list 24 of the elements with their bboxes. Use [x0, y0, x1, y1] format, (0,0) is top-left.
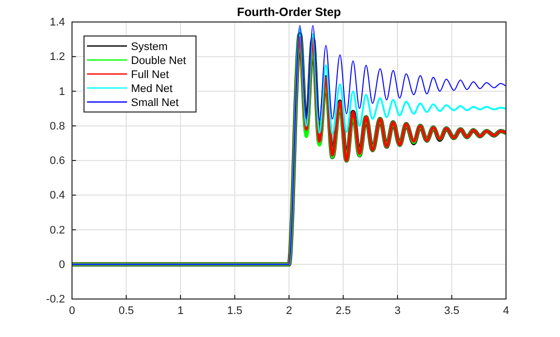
x-tick-label: 1.5 — [227, 304, 242, 317]
y-tick-label: 0.8 — [50, 120, 65, 132]
y-tick-label: 1.4 — [50, 16, 65, 29]
y-tick-label: 0.4 — [50, 190, 65, 202]
chart-title: Fourth-Order Step — [237, 5, 341, 19]
legend-label: System — [131, 41, 168, 53]
legend-label: Double Net — [131, 55, 186, 67]
x-tick-label: 3.5 — [444, 304, 460, 317]
legend-label: Full Net — [131, 69, 169, 81]
legend-label: Med Net — [131, 83, 173, 95]
y-tick-label: 0 — [58, 258, 65, 271]
y-tick-label: 1.2 — [50, 51, 65, 64]
y-tick-label: 1 — [58, 86, 65, 98]
x-tick-label: 1 — [177, 304, 184, 317]
y-tick-label: -0.2 — [46, 294, 65, 306]
x-tick-label: 2.5 — [336, 304, 351, 317]
x-tick-label: 0 — [68, 304, 76, 317]
x-tick-label: 4 — [502, 304, 510, 317]
x-tick-label: 2 — [286, 304, 292, 317]
y-tick-label: 0.6 — [50, 155, 65, 168]
x-tick-label: 3 — [394, 304, 401, 317]
x-tick-label: 0.5 — [118, 304, 134, 317]
legend-label: Small Net — [131, 97, 179, 109]
y-tick-label: 0.2 — [50, 224, 65, 236]
